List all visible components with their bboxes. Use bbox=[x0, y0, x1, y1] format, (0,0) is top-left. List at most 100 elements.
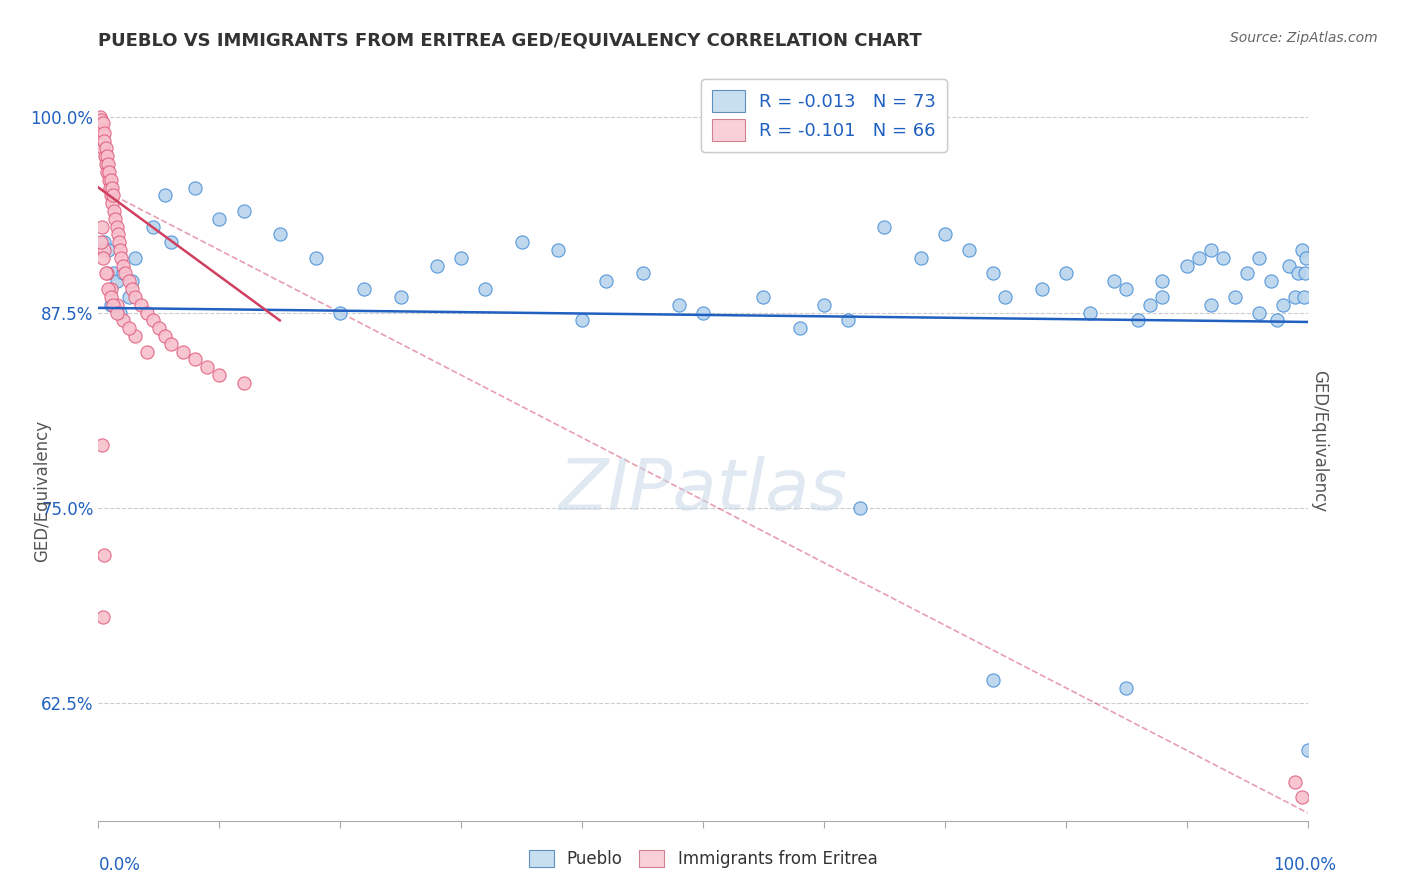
Point bbox=[172, 344, 194, 359]
Point bbox=[1031, 282, 1053, 296]
Point bbox=[111, 313, 134, 327]
Point bbox=[232, 376, 254, 390]
Point bbox=[1102, 274, 1125, 288]
Point bbox=[98, 180, 121, 194]
Point bbox=[1199, 243, 1222, 257]
Point bbox=[101, 196, 124, 211]
Point bbox=[184, 352, 207, 367]
Point bbox=[981, 267, 1004, 281]
Point bbox=[1175, 259, 1198, 273]
Point bbox=[118, 290, 141, 304]
Point bbox=[837, 313, 859, 327]
Point bbox=[1212, 251, 1234, 265]
Point bbox=[571, 313, 593, 327]
Point bbox=[124, 290, 146, 304]
Point bbox=[90, 113, 112, 128]
Point bbox=[121, 274, 143, 288]
Y-axis label: GED/Equivalency: GED/Equivalency bbox=[1310, 370, 1329, 513]
Point bbox=[90, 118, 112, 132]
Point bbox=[208, 368, 231, 383]
Point bbox=[97, 243, 120, 257]
Point bbox=[153, 188, 176, 202]
Point bbox=[97, 157, 120, 171]
Point bbox=[96, 149, 118, 163]
Point bbox=[160, 336, 183, 351]
Point bbox=[813, 298, 835, 312]
Point bbox=[160, 235, 183, 250]
Point bbox=[129, 298, 152, 312]
Point bbox=[1272, 298, 1295, 312]
Point bbox=[1291, 243, 1313, 257]
Point bbox=[148, 321, 170, 335]
Point bbox=[100, 282, 122, 296]
Text: ZIPatlas: ZIPatlas bbox=[558, 456, 848, 525]
Point bbox=[108, 305, 131, 319]
Point bbox=[103, 203, 125, 218]
Point bbox=[910, 251, 932, 265]
Point bbox=[1296, 743, 1319, 757]
Point bbox=[114, 267, 136, 281]
Point bbox=[97, 172, 120, 186]
Point bbox=[329, 305, 352, 319]
Point bbox=[1199, 298, 1222, 312]
Point bbox=[107, 227, 129, 242]
Legend: R = -0.013   N = 73, R = -0.101   N = 66: R = -0.013 N = 73, R = -0.101 N = 66 bbox=[702, 79, 946, 152]
Point bbox=[91, 122, 114, 136]
Point bbox=[389, 290, 412, 304]
Point bbox=[1078, 305, 1101, 319]
Point bbox=[1223, 290, 1246, 304]
Point bbox=[450, 251, 472, 265]
Point bbox=[110, 251, 132, 265]
Point bbox=[668, 298, 690, 312]
Point bbox=[153, 329, 176, 343]
Point bbox=[135, 344, 157, 359]
Text: GED/Equivalency: GED/Equivalency bbox=[34, 419, 51, 562]
Point bbox=[91, 610, 114, 624]
Point bbox=[1236, 267, 1258, 281]
Point bbox=[1249, 305, 1271, 319]
Point bbox=[91, 251, 114, 265]
Point bbox=[118, 274, 141, 288]
Point bbox=[101, 188, 124, 202]
Point bbox=[1294, 267, 1316, 281]
Point bbox=[1284, 774, 1306, 789]
Point bbox=[195, 360, 218, 375]
Point bbox=[1249, 251, 1271, 265]
Point bbox=[104, 211, 127, 226]
Point bbox=[101, 267, 124, 281]
Point bbox=[994, 290, 1017, 304]
Point bbox=[94, 141, 117, 155]
Point bbox=[101, 298, 124, 312]
Point bbox=[90, 235, 112, 250]
Text: Source: ZipAtlas.com: Source: ZipAtlas.com bbox=[1230, 31, 1378, 45]
Point bbox=[93, 126, 115, 140]
Point bbox=[97, 282, 120, 296]
Point bbox=[91, 438, 114, 452]
Point bbox=[1115, 282, 1137, 296]
Point bbox=[142, 313, 165, 327]
Point bbox=[752, 290, 775, 304]
Point bbox=[91, 116, 114, 130]
Point bbox=[1054, 267, 1077, 281]
Point bbox=[94, 267, 117, 281]
Point bbox=[96, 157, 118, 171]
Point bbox=[111, 267, 134, 281]
Point bbox=[105, 298, 128, 312]
Point bbox=[124, 251, 146, 265]
Point bbox=[1278, 259, 1301, 273]
Point bbox=[1267, 313, 1289, 327]
Point bbox=[93, 243, 115, 257]
Point bbox=[1152, 274, 1174, 288]
Point bbox=[957, 243, 980, 257]
Point bbox=[124, 329, 146, 343]
Point bbox=[1152, 290, 1174, 304]
Point bbox=[1188, 251, 1211, 265]
Point bbox=[208, 211, 231, 226]
Legend: Pueblo, Immigrants from Eritrea: Pueblo, Immigrants from Eritrea bbox=[522, 843, 884, 875]
Point bbox=[631, 267, 654, 281]
Point bbox=[934, 227, 956, 242]
Point bbox=[108, 235, 131, 250]
Point bbox=[1284, 290, 1306, 304]
Point bbox=[118, 321, 141, 335]
Point bbox=[1291, 790, 1313, 805]
